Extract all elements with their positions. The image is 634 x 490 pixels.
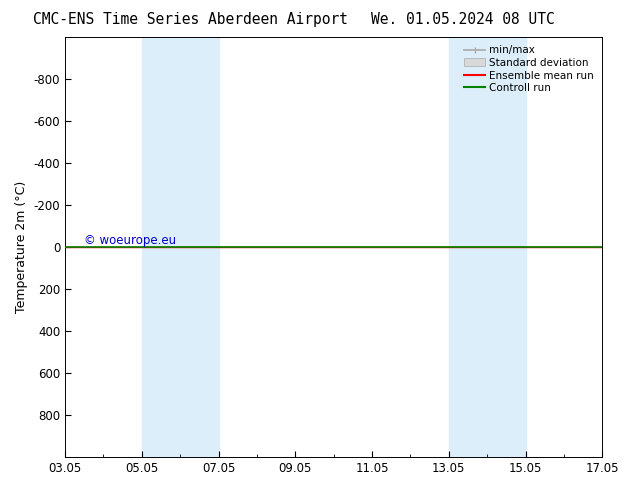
Legend: min/max, Standard deviation, Ensemble mean run, Controll run: min/max, Standard deviation, Ensemble me… xyxy=(461,42,597,97)
Text: We. 01.05.2024 08 UTC: We. 01.05.2024 08 UTC xyxy=(371,12,555,27)
Bar xyxy=(142,37,219,457)
Text: © woeurope.eu: © woeurope.eu xyxy=(84,234,176,247)
Text: CMC-ENS Time Series Aberdeen Airport: CMC-ENS Time Series Aberdeen Airport xyxy=(33,12,347,27)
Bar xyxy=(449,37,526,457)
Y-axis label: Temperature 2m (°C): Temperature 2m (°C) xyxy=(15,181,28,313)
